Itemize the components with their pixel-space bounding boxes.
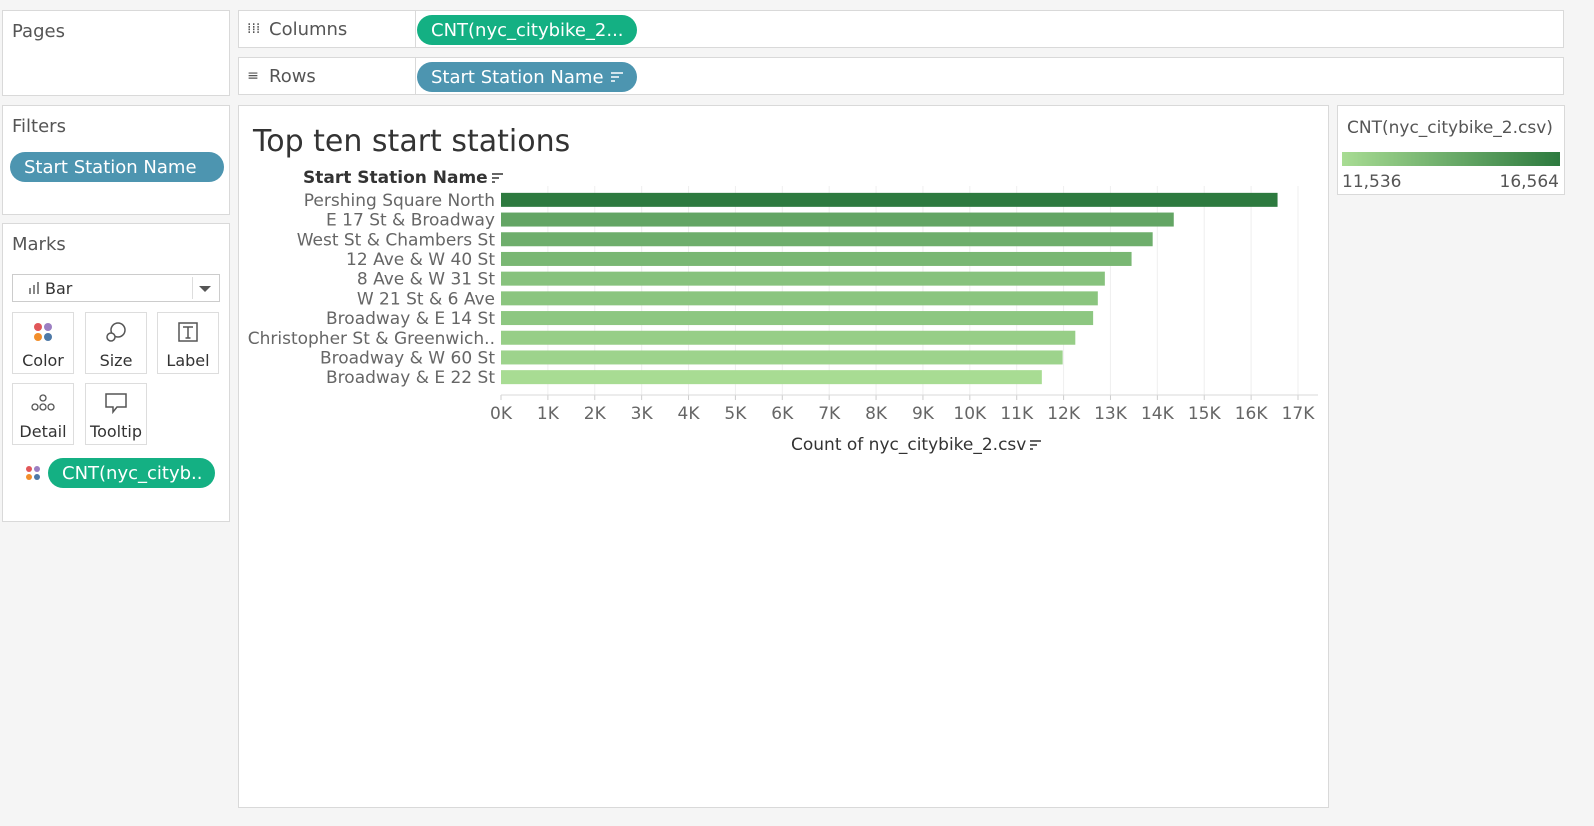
filter-pill-start-station-name[interactable]: Start Station Name: [10, 152, 224, 182]
x-tick-label: 10K: [953, 404, 987, 424]
columns-icon: ⁞⁞⁞: [247, 21, 261, 37]
x-tick-label: 3K: [631, 404, 654, 424]
marks-tooltip-label: Tooltip: [90, 422, 142, 441]
marks-detail-button[interactable]: Detail: [12, 383, 74, 445]
columns-pill[interactable]: CNT(nyc_citybike_2...: [417, 15, 637, 45]
columns-shelf[interactable]: ⁞⁞⁞ Columns CNT(nyc_citybike_2...: [238, 10, 1564, 48]
legend-max: 16,564: [1499, 172, 1559, 192]
x-axis-title-label: Count of nyc_citybike_2.csv: [791, 435, 1027, 455]
marks-color-label: Color: [22, 351, 64, 370]
bar-mark[interactable]: [501, 271, 1105, 286]
sort-icon[interactable]: [611, 72, 623, 82]
category-label[interactable]: Broadway & E 14 St: [326, 309, 495, 329]
tooltip-icon: [105, 393, 127, 414]
marks-label-button[interactable]: Label: [157, 312, 219, 374]
x-tick-label: 16K: [1235, 404, 1269, 424]
x-axis-title[interactable]: Count of nyc_citybike_2.csv: [791, 435, 1042, 455]
color-icon: [26, 466, 40, 480]
category-label[interactable]: W 21 St & 6 Ave: [357, 289, 495, 309]
chart-x-ticks: 0K 1K 2K 3K 4K 5K 6K 7K 8K 9K 10K 11K 12K 13K 14K 15K 16…: [490, 395, 1315, 424]
pages-card: Pages: [2, 10, 230, 96]
bar-mark[interactable]: [501, 370, 1042, 385]
mark-type-dropdown[interactable]: Bar: [12, 274, 220, 302]
x-tick-label: 13K: [1094, 404, 1128, 424]
bar-mark[interactable]: [501, 330, 1076, 345]
shelf-divider: [415, 11, 416, 47]
chart-title: Top ten start stations: [253, 124, 571, 159]
rows-shelf[interactable]: ≡ Rows Start Station Name: [238, 57, 1564, 95]
legend-gradient: [1342, 152, 1560, 166]
category-label[interactable]: Christopher St & Greenwich..: [248, 329, 495, 349]
marks-size-button[interactable]: Size: [85, 312, 147, 374]
category-label[interactable]: Broadway & W 60 St: [320, 348, 495, 368]
chart-bars: [501, 192, 1278, 385]
mark-type-label: Bar: [45, 279, 73, 298]
sort-icon[interactable]: [491, 173, 503, 183]
rows-label-text: Rows: [269, 65, 316, 87]
bar-mark[interactable]: [501, 232, 1153, 247]
columns-shelf-label: ⁞⁞⁞ Columns: [247, 11, 347, 47]
marks-card: Marks Bar Color Size: [2, 223, 230, 522]
bar-mark[interactable]: [501, 212, 1174, 227]
rows-pill-label: Start Station Name: [431, 66, 604, 88]
text-label-icon: [178, 322, 198, 342]
marks-color-button[interactable]: Color: [12, 312, 74, 374]
x-tick-label: 4K: [678, 404, 701, 424]
marks-title: Marks: [12, 234, 66, 255]
dropdown-divider: [192, 277, 193, 299]
columns-label-text: Columns: [269, 18, 348, 40]
bar-mark[interactable]: [501, 251, 1132, 266]
x-tick-label: 7K: [818, 404, 841, 424]
marks-tooltip-button[interactable]: Tooltip: [85, 383, 147, 445]
pages-title: Pages: [12, 21, 65, 42]
detail-icon: [31, 394, 55, 411]
x-tick-label: 15K: [1188, 404, 1222, 424]
legend-title: CNT(nyc_citybike_2.csv): [1347, 118, 1553, 138]
x-tick-label: 8K: [865, 404, 888, 424]
marks-color-field-pill[interactable]: CNT(nyc_cityb..: [48, 458, 215, 488]
category-label[interactable]: Pershing Square North: [304, 191, 495, 211]
size-icon: [106, 322, 126, 342]
rows-pill[interactable]: Start Station Name: [417, 62, 637, 92]
filters-card: Filters Start Station Name: [2, 105, 230, 215]
x-tick-label: 9K: [912, 404, 935, 424]
color-legend: CNT(nyc_citybike_2.csv) 11,536 16,564: [1337, 105, 1565, 195]
x-tick-label: 5K: [724, 404, 747, 424]
bar-mark[interactable]: [501, 311, 1094, 326]
bar-mark[interactable]: [501, 350, 1063, 365]
x-tick-label: 2K: [584, 404, 607, 424]
rows-icon: ≡: [247, 68, 259, 84]
category-label[interactable]: E 17 St & Broadway: [326, 211, 495, 231]
category-label[interactable]: Broadway & E 22 St: [326, 368, 495, 388]
row-header-label: Start Station Name: [303, 168, 488, 188]
x-tick-label: 14K: [1141, 404, 1175, 424]
x-tick-label: 11K: [1000, 404, 1034, 424]
category-label[interactable]: West St & Chambers St: [297, 230, 496, 250]
marks-size-label: Size: [99, 351, 133, 370]
x-tick-label: 0K: [490, 404, 513, 424]
color-icon: [34, 323, 52, 341]
viz-worksheet: Pershing Square North E 17 St & Broadway W…: [238, 105, 1329, 808]
bar-mark[interactable]: [501, 291, 1098, 306]
marks-label-label: Label: [166, 351, 210, 370]
category-label[interactable]: 12 Ave & W 40 St: [346, 250, 495, 270]
x-tick-label: 12K: [1047, 404, 1081, 424]
rows-shelf-label: ≡ Rows: [247, 58, 316, 94]
bar-mark[interactable]: [501, 192, 1278, 207]
filters-title: Filters: [12, 116, 66, 137]
row-header[interactable]: Start Station Name: [303, 168, 503, 188]
x-tick-label: 1K: [537, 404, 560, 424]
x-tick-label: 6K: [771, 404, 794, 424]
sort-icon[interactable]: [1030, 440, 1042, 450]
legend-min: 11,536: [1342, 172, 1402, 192]
shelf-divider: [415, 58, 416, 94]
category-label[interactable]: 8 Ave & W 31 St: [357, 270, 495, 290]
marks-detail-label: Detail: [19, 422, 67, 441]
x-tick-label: 17K: [1282, 404, 1316, 424]
bar-chart-icon: [29, 282, 39, 294]
chevron-down-icon[interactable]: [199, 286, 211, 292]
